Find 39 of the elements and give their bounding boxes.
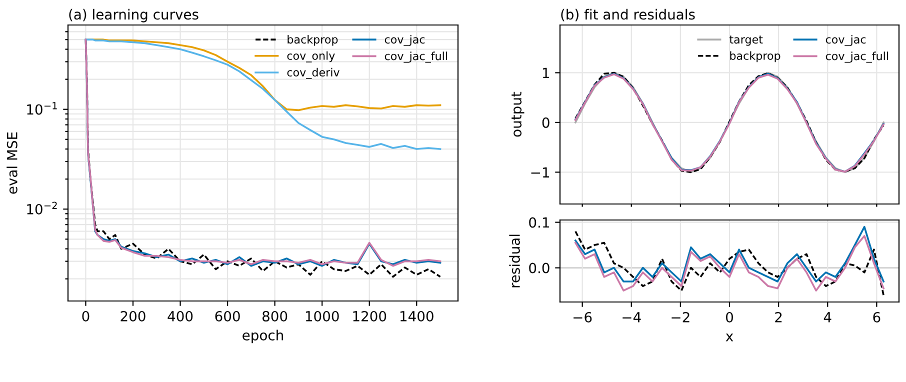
x-tick-label: 800: [262, 310, 288, 322]
y-axis-title: output: [512, 92, 524, 137]
y-tick-label: 0: [542, 117, 550, 128]
y-tick-label: 10$^{−2}$: [27, 202, 57, 214]
x-tick-label: 2: [775, 312, 782, 322]
legend-label: cov_jac_full: [384, 52, 447, 63]
x-axis-title: x: [726, 334, 734, 342]
y-tick-label: 0.0: [529, 262, 550, 274]
x-tick-label: 1000: [306, 310, 339, 322]
x-tick-label: 200: [120, 310, 146, 322]
x-tick-label: 4: [824, 312, 832, 322]
x-tick-label: 600: [215, 310, 240, 322]
legend-label: cov_only: [287, 51, 335, 62]
legend-label: cov_jac: [826, 35, 866, 46]
x-tick-label: −6: [574, 312, 592, 322]
legend-label: backprop: [730, 51, 780, 62]
chart-title: (a) learning curves: [69, 8, 198, 22]
legend-label: cov_deriv: [287, 68, 340, 79]
x-tick-label: 0: [82, 310, 90, 322]
x-tick-label: 6: [873, 312, 880, 322]
y-axis-title: eval MSE: [6, 132, 18, 194]
x-tick-label: 1200: [353, 310, 386, 322]
x-tick-label: −4: [622, 312, 641, 322]
legend-label: cov_jac: [384, 35, 425, 46]
y-tick-label: 1: [542, 68, 549, 78]
legend-label: cov_jac_full: [826, 52, 888, 63]
legend-label: backprop: [288, 35, 338, 46]
legend-label: target: [729, 36, 763, 46]
y-tick-label: 10$^{−1}$: [27, 102, 57, 115]
line-series: [574, 226, 884, 282]
x-tick-label: −2: [672, 312, 690, 322]
y-tick-label: −1: [531, 167, 549, 178]
x-tick-label: 400: [168, 310, 193, 322]
y-axis-title: residual: [509, 234, 520, 288]
x-tick-label: 0: [726, 312, 733, 322]
x-axis-title: epoch: [242, 330, 283, 344]
y-tick-label: 0.1: [529, 217, 549, 228]
chart-title: (b) fit and residuals: [561, 8, 695, 22]
x-tick-label: 1400: [400, 310, 434, 322]
